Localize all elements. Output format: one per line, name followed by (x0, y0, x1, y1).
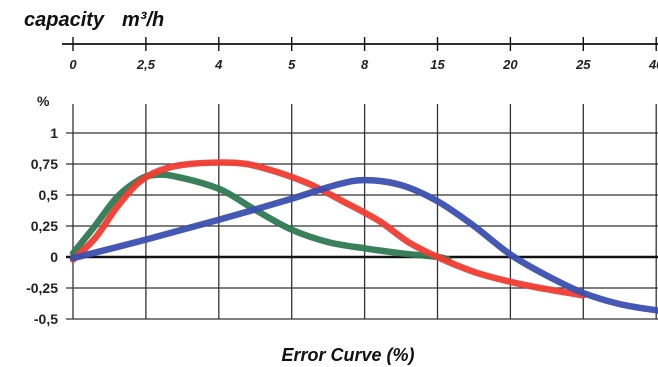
blue-curve (69, 176, 658, 314)
y-tick-label: 0,25 (31, 218, 58, 234)
y-tick-label: 0 (50, 249, 58, 265)
top-tick-label: 2,5 (136, 57, 156, 72)
y-tick-label: 0,75 (31, 156, 58, 172)
top-tick-label: 0 (69, 57, 77, 72)
y-tick-label: -0,25 (26, 280, 58, 296)
red-curve (69, 159, 587, 299)
top-tick-label: 25 (575, 57, 591, 72)
top-tick-label: 5 (288, 57, 296, 72)
top-tick-label: 8 (361, 57, 369, 72)
top-axis-unit: m³/h (122, 9, 164, 31)
y-tick-label: 0,5 (39, 187, 59, 203)
y-tick-label: 1 (50, 125, 58, 141)
top-tick-label: 40 (648, 57, 658, 72)
green-curve (69, 171, 452, 263)
y-axis: 1 0,75 0,5 0,25 0 -0,25 -0,5 (26, 125, 58, 327)
y-axis-unit-label: % (37, 93, 50, 109)
y-tick-label: -0,5 (34, 311, 58, 327)
top-axis-title: capacity (24, 9, 105, 31)
top-axis: 0 2,5 4 5 8 15 20 25 40 (62, 37, 658, 72)
top-tick-label: 4 (214, 57, 223, 72)
x-axis-label: Error Curve (%) (281, 345, 414, 365)
series-group (69, 159, 658, 314)
top-tick-label: 20 (502, 57, 518, 72)
top-tick-label: 15 (430, 57, 445, 72)
grid (66, 104, 658, 320)
